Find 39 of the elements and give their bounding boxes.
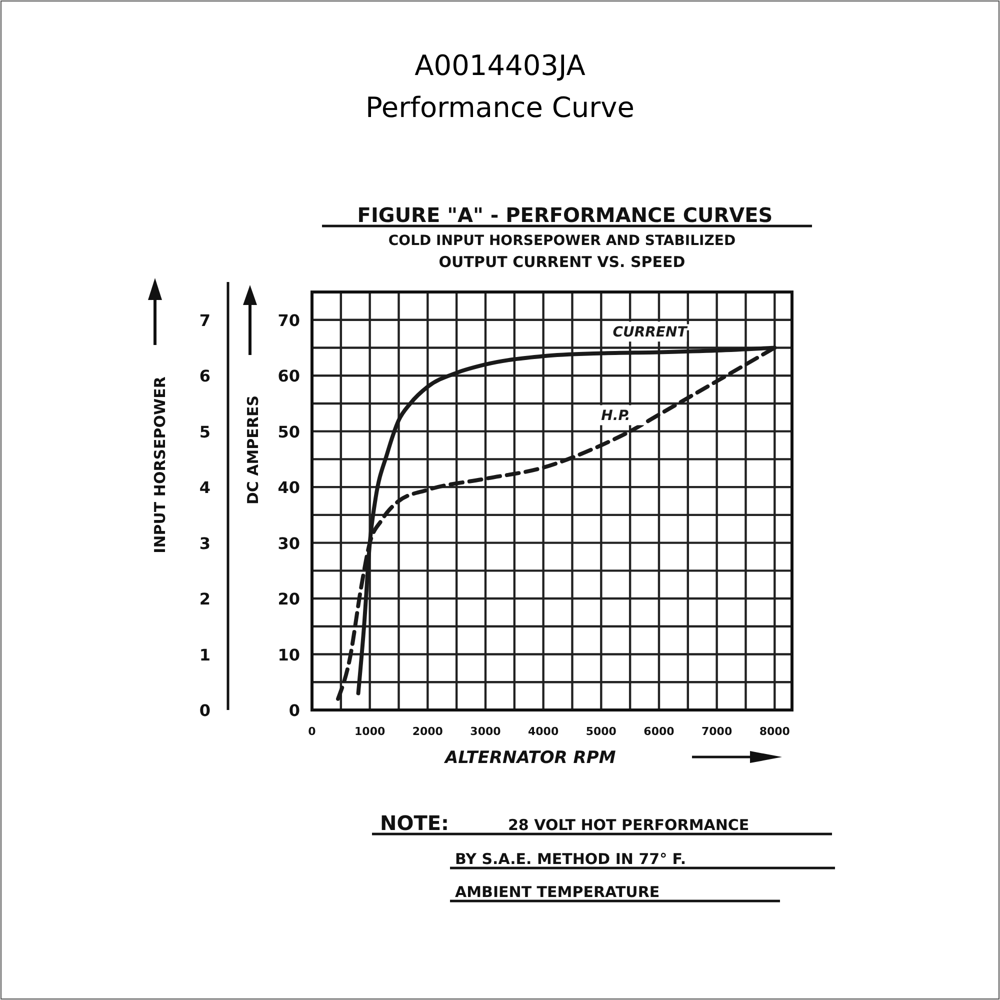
- chart-title: A0014403JA: [414, 49, 586, 82]
- y2-tick-label: 3: [199, 534, 211, 553]
- y-tick-label: 30: [278, 534, 300, 553]
- y-tick-label: 10: [278, 645, 300, 664]
- y-tick-label: 20: [278, 590, 300, 609]
- series-label: CURRENT: [612, 324, 688, 341]
- chart-subtitle: Performance Curve: [366, 91, 634, 124]
- x-tick-label: 6000: [644, 725, 675, 738]
- y-tick-label: 60: [278, 366, 300, 386]
- x-tick-label: 0: [308, 725, 316, 738]
- y2-tick-label: 7: [199, 310, 211, 330]
- x-tick-label: 4000: [528, 725, 559, 738]
- text: BY S.A.E. METHOD IN 77° F.: [455, 850, 686, 868]
- y2-tick-label: 1: [199, 645, 211, 664]
- x-tick-label: 3000: [470, 725, 502, 738]
- text: 28 VOLT HOT PERFORMANCE: [508, 816, 750, 834]
- y-tick-label: 40: [278, 478, 300, 498]
- x-tick-label: 2000: [412, 725, 444, 738]
- x-axis-title: ALTERNATOR RPM: [443, 748, 616, 768]
- y2-tick-label: 0: [199, 701, 211, 720]
- y2-axis-title: INPUT HORSEPOWER: [151, 376, 169, 554]
- text: COLD INPUT HORSEPOWER AND STABILIZED: [388, 233, 736, 249]
- y-tick-label: 0: [288, 701, 300, 720]
- y2-tick-label: 4: [199, 478, 211, 498]
- text: FIGURE "A" - PERFORMANCE CURVES: [357, 203, 773, 227]
- x-tick-label: 7000: [702, 725, 732, 738]
- x-tick-label: 1000: [354, 725, 386, 738]
- series-label: H.P.: [601, 408, 630, 424]
- y-tick-label: 70: [278, 310, 300, 330]
- text: NOTE:: [380, 811, 450, 835]
- x-tick-label: 8000: [759, 725, 790, 738]
- y2-tick-label: 5: [199, 422, 211, 442]
- y-tick-label: 50: [278, 422, 300, 442]
- text: AMBIENT TEMPERATURE: [455, 883, 660, 901]
- y2-tick-label: 2: [199, 590, 211, 609]
- y-axis-title: DC AMPERES: [244, 395, 262, 505]
- x-tick-label: 5000: [586, 725, 617, 738]
- y2-tick-label: 6: [199, 366, 211, 386]
- text: OUTPUT CURRENT VS. SPEED: [438, 253, 686, 271]
